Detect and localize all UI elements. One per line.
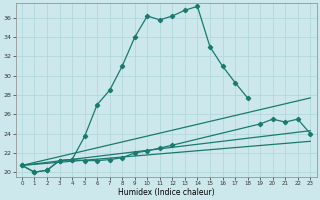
- X-axis label: Humidex (Indice chaleur): Humidex (Indice chaleur): [118, 188, 214, 197]
